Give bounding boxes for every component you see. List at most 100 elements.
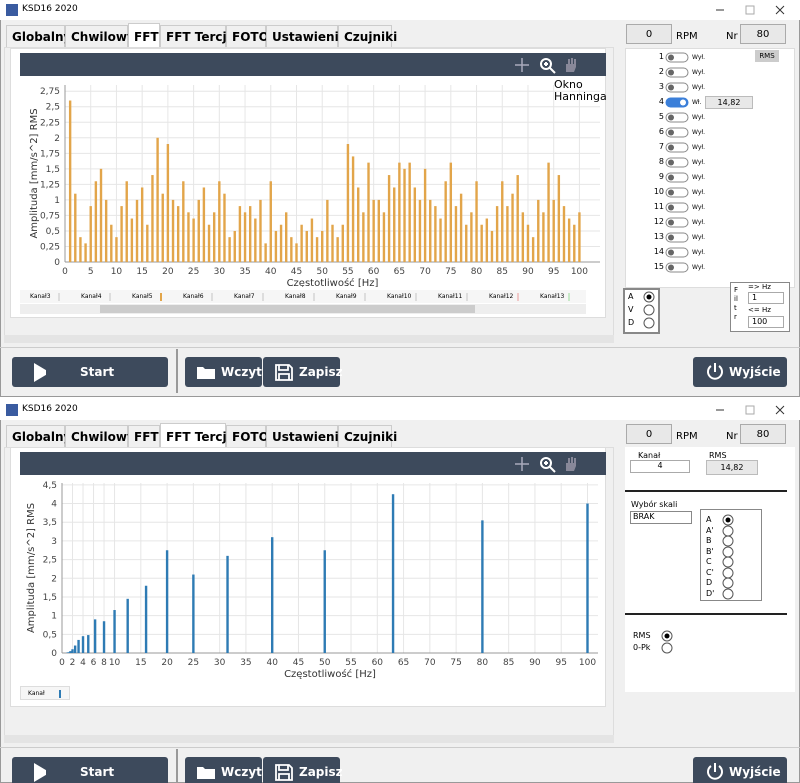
button[interactable]: Wyjście — [693, 357, 787, 387]
x-tick-label: 55 — [345, 658, 356, 668]
scale-select[interactable]: BRAK — [630, 511, 692, 524]
tab[interactable]: Globalny — [6, 25, 71, 47]
legend-entry: Kanał — [28, 690, 45, 697]
button-label: Zapisz — [299, 765, 343, 779]
button-icon — [197, 767, 215, 779]
toolbar-icons — [515, 457, 576, 473]
y-tick-label: 0,5 — [46, 227, 60, 237]
button[interactable]: Wczytaj — [185, 757, 274, 783]
bar — [511, 193, 514, 262]
bar — [506, 206, 509, 262]
radio-ring — [643, 317, 655, 329]
legend-entry: Kanał4 — [81, 293, 102, 300]
x-tick-label: 5 — [88, 267, 94, 277]
tab[interactable]: FFT Tercje — [160, 423, 235, 447]
zoom-icon-handle — [544, 461, 556, 473]
toggle — [665, 217, 689, 228]
bar — [84, 243, 87, 262]
tab[interactable]: Chwilowy — [65, 425, 135, 447]
button[interactable]: Wyjście — [693, 757, 787, 783]
tab[interactable]: Chwilowy — [65, 25, 135, 47]
button[interactable]: Start — [12, 757, 168, 783]
y-tick-label: 0 — [54, 258, 60, 268]
bar — [254, 218, 257, 262]
settings-panel — [625, 447, 795, 692]
toggle-knob — [668, 129, 674, 136]
channel-number: 13 — [653, 232, 664, 241]
tab[interactable]: Ustawienia — [266, 425, 347, 447]
chart-panel — [10, 447, 606, 707]
tab[interactable]: Czujniki — [338, 425, 397, 447]
toggle — [665, 262, 689, 273]
channel-spinner[interactable]: 4 — [630, 460, 690, 473]
y-tick-label: 0,25 — [40, 242, 60, 252]
legend-entry: Kanał13 — [540, 293, 565, 300]
divider — [625, 613, 787, 615]
tab[interactable]: FOTO — [226, 425, 269, 447]
tab[interactable]: FFT Tercje — [160, 25, 235, 47]
channel-state: Wł. — [692, 99, 702, 106]
bar — [161, 193, 164, 262]
bar — [413, 187, 417, 262]
y-tick-label: 1,25 — [40, 180, 60, 190]
bar — [557, 175, 561, 262]
channel-number: 1 — [658, 52, 664, 61]
nr-box: 80 — [740, 424, 786, 444]
bar — [93, 619, 97, 653]
legend-swatch — [313, 293, 315, 301]
filter-low-label: => Hz — [748, 283, 771, 291]
bar — [362, 212, 365, 262]
bar — [176, 206, 180, 262]
folder-icon — [197, 767, 215, 779]
tab[interactable]: Ustawienia — [266, 25, 347, 47]
x-tick-label: 4 — [80, 658, 86, 668]
button[interactable]: Zapisz — [263, 357, 343, 387]
bar — [144, 585, 148, 653]
x-tick-label: 45 — [291, 267, 302, 277]
button[interactable]: Start — [12, 357, 168, 387]
toolbar-icons — [515, 58, 576, 74]
tab[interactable]: Czujniki — [338, 25, 397, 47]
legend-entry: Kanał3 — [30, 293, 51, 300]
x-axis-title: Częstotliwość [Hz] — [284, 668, 376, 680]
radio-label: D' — [706, 588, 715, 598]
hand-icon — [566, 58, 576, 72]
play-icon — [34, 763, 46, 782]
folder-icon — [197, 367, 215, 379]
legend-entry: Kanał10 — [387, 293, 412, 300]
channel-number: 15 — [653, 262, 664, 271]
zoom-icon — [540, 457, 552, 469]
close — [775, 405, 785, 415]
toggle-knob — [668, 69, 674, 76]
bar — [547, 162, 550, 262]
bar — [480, 224, 483, 262]
legend-swatch — [568, 293, 570, 301]
bar — [586, 503, 589, 653]
rms-button[interactable]: RMS — [755, 50, 779, 62]
bar — [71, 649, 74, 653]
bar — [77, 639, 80, 653]
button-bar-sep — [0, 747, 800, 748]
radio-label: RMS — [633, 631, 651, 640]
filter-low[interactable]: 1 — [748, 292, 784, 304]
window-title: KSD16 2020 — [22, 4, 78, 14]
button-label: Zapisz — [299, 365, 343, 379]
tab[interactable]: FFT — [128, 23, 160, 47]
tab[interactable]: FFT — [128, 425, 160, 447]
radio-label: V — [628, 305, 634, 314]
channel-number: 9 — [658, 172, 664, 181]
filter-high[interactable]: 100 — [748, 316, 784, 328]
bar — [125, 181, 128, 262]
button[interactable]: Zapisz — [263, 757, 343, 783]
radio — [643, 304, 655, 316]
button[interactable]: Wczytaj — [185, 357, 274, 387]
legend-swatch — [415, 293, 417, 301]
channel-number: 11 — [653, 202, 664, 211]
button-label: Wyjście — [729, 365, 781, 379]
tab[interactable]: FOTO — [226, 25, 269, 47]
y-tick-label: 0 — [51, 649, 57, 659]
tab[interactable]: Globalny — [6, 425, 71, 447]
bar — [567, 218, 571, 262]
bar — [403, 168, 406, 262]
channel-number: 14 — [653, 247, 664, 256]
